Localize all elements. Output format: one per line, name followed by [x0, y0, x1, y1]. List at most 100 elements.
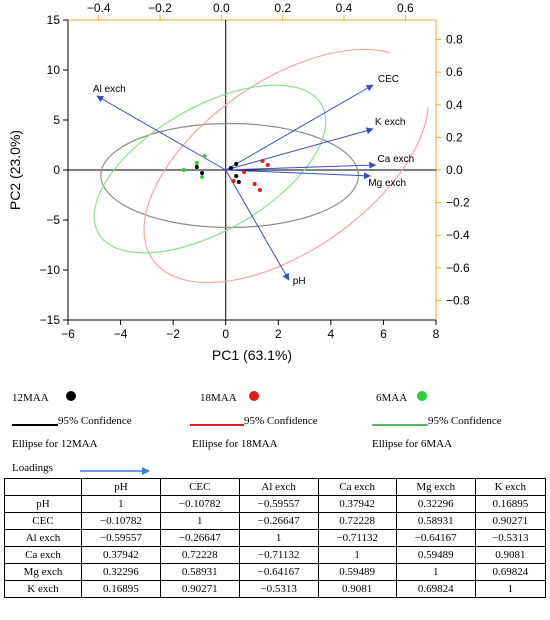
table-cell: −0.71132 — [238, 546, 319, 564]
loading-label: pH — [293, 276, 306, 287]
loading-label: CEC — [378, 74, 399, 85]
right-tick-label: 0.4 — [446, 98, 463, 112]
correlation-table: pH CEC Al exch Ca exch Mg exch K exch pH… — [4, 478, 547, 598]
loading-label: Al exch — [93, 84, 126, 95]
score-point — [194, 165, 199, 169]
y-tick-label: −15 — [40, 313, 61, 327]
table-cell: Al exch — [4, 529, 82, 547]
legend-line-6maa — [372, 424, 428, 426]
x-axis-label: PC1 (63.1%) — [212, 347, 292, 363]
legend-label-12maa: 12MAA — [12, 392, 49, 404]
y-axis-label: PC2 (23.0%) — [7, 130, 23, 210]
table-header-cell: pH — [81, 478, 161, 496]
y-tick-label: 0 — [53, 163, 60, 177]
confidence-ellipse — [100, 122, 360, 229]
table-cell: 0.32296 — [81, 563, 161, 581]
loading-label: Mg exch — [368, 178, 406, 189]
x-tick-label: 2 — [275, 327, 282, 341]
loading-vector — [225, 161, 377, 171]
loading-vector — [225, 84, 374, 171]
table-header-cell: CEC — [159, 478, 240, 496]
table-cell: −0.59557 — [238, 495, 319, 513]
legend-confidence-6maa: 95% Confidence — [428, 415, 502, 427]
table-cell: −0.10782 — [81, 512, 161, 530]
table-cell: 1 — [474, 580, 547, 598]
loading-vector — [225, 169, 371, 180]
top-tick-label: 0.6 — [397, 1, 414, 15]
score-point — [194, 161, 199, 165]
legend-marker-12maa — [66, 391, 76, 401]
score-point — [200, 175, 205, 179]
legend-confidence-18maa: 95% Confidence — [244, 415, 318, 427]
legend-ellipse-12maa: Ellipse for 12MAA — [12, 438, 98, 450]
legend-marker-18maa — [249, 391, 259, 401]
legend-loadings-arrow-icon — [80, 467, 150, 475]
table-cell: 0.58931 — [395, 512, 476, 530]
table-cell: 0.72228 — [159, 546, 240, 564]
score-point — [257, 188, 262, 192]
right-tick-label: 0.6 — [446, 65, 463, 79]
right-tick-label: −0.2 — [446, 196, 470, 210]
legend-label-6maa: 6MAA — [376, 392, 408, 404]
table-cell: 1 — [395, 563, 476, 581]
score-point — [260, 159, 265, 163]
table-cell: −0.64167 — [238, 563, 319, 581]
table-cell: CEC — [4, 512, 82, 530]
score-point — [252, 182, 257, 186]
legend-ellipse-18maa: Ellipse for 18MAA — [192, 438, 278, 450]
table-cell: 0.9081 — [474, 546, 547, 564]
table-cell: 1 — [159, 512, 240, 530]
table-header-row: pH CEC Al exch Ca exch Mg exch K exch — [4, 478, 547, 496]
loading-label: K exch — [375, 117, 406, 128]
table-cell: −0.5313 — [474, 529, 547, 547]
table-cell: −0.71132 — [317, 529, 397, 547]
x-tick-label: 8 — [433, 327, 440, 341]
y-tick-label: 5 — [53, 113, 60, 127]
x-tick-label: −6 — [61, 327, 75, 341]
table-cell: 0.69824 — [474, 563, 547, 581]
top-tick-label: 0.0 — [213, 1, 230, 15]
score-point — [228, 166, 233, 170]
y-tick-label: −5 — [46, 213, 60, 227]
pca-biplot: −6 −4 −2 0 2 4 6 8 15 10 5 0 −5 −10 −15 −0.4 −0.2 0.0 0.2 0… — [7, 1, 470, 363]
x-tick-label: 4 — [328, 327, 335, 341]
loading-vector — [225, 127, 374, 171]
table-cell: 1 — [317, 546, 397, 564]
loading-label: Ca exch — [378, 154, 415, 165]
score-point — [200, 171, 205, 175]
top-tick-label: 0.4 — [336, 1, 353, 15]
table-cell: −0.5313 — [238, 580, 319, 598]
loading-vector — [225, 169, 290, 281]
confidence-ellipse — [143, 48, 429, 284]
table-cell: pH — [4, 495, 82, 513]
confidence-ellipse — [93, 84, 327, 254]
table-row: Al exch −0.59557 −0.26647 1 −0.71132 −0.… — [4, 529, 547, 547]
score-point — [234, 162, 239, 166]
right-tick-label: −0.4 — [446, 228, 470, 242]
score-point — [231, 179, 236, 183]
table-cell: 0.37942 — [81, 546, 161, 564]
x-tick-label: −2 — [166, 327, 180, 341]
table-cell: 1 — [238, 529, 319, 547]
top-tick-label: −0.4 — [87, 1, 111, 15]
table-header-cell: Ca exch — [317, 478, 397, 496]
table-cell: 0.59489 — [317, 563, 397, 581]
score-point — [181, 168, 186, 172]
y-tick-label: 10 — [47, 63, 61, 77]
right-tick-label: 0.0 — [446, 163, 463, 177]
legend-label-18maa: 18MAA — [200, 392, 237, 404]
x-tick-label: 0 — [222, 327, 229, 341]
right-tick-label: 0.2 — [446, 130, 463, 144]
legend-ellipse-6maa: Ellipse for 6MAA — [372, 438, 453, 450]
table-header-cell — [4, 478, 82, 496]
table-cell: −0.59557 — [81, 529, 161, 547]
legend-confidence-12maa: 95% Confidence — [58, 415, 132, 427]
score-point — [242, 170, 247, 174]
table-header-cell: Al exch — [238, 478, 319, 496]
table-cell: −0.10782 — [159, 495, 240, 513]
table-header-cell: Mg exch — [395, 478, 476, 496]
table-cell: 1 — [81, 495, 161, 513]
legend-marker-6maa — [417, 391, 427, 401]
y-tick-label: 15 — [47, 13, 61, 27]
table-cell: 0.90271 — [159, 580, 240, 598]
